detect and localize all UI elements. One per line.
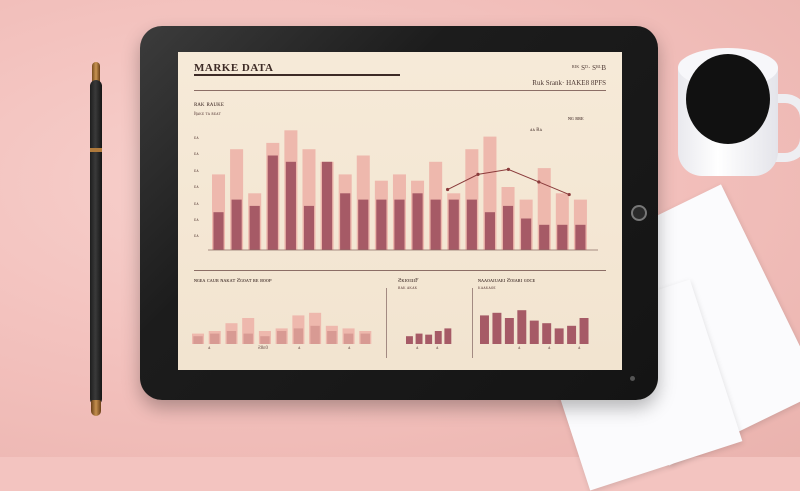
panel3-sub: ᴋᴀᴀᴋᴀᴏᴇ [478, 286, 496, 291]
bar [376, 199, 387, 250]
x-tick-label: ᴀ [348, 346, 351, 351]
bar [529, 320, 539, 344]
coffee-mug [678, 48, 800, 178]
bar [484, 212, 496, 250]
bar [231, 199, 242, 250]
y-tick-label: ᴇᴀ [194, 218, 199, 223]
bar [394, 199, 405, 250]
bar [448, 199, 459, 250]
camera-icon [630, 376, 635, 381]
bar [193, 336, 203, 344]
x-tick-label: ᴀ [518, 346, 521, 351]
bar [343, 333, 354, 344]
home-button[interactable] [631, 205, 647, 221]
page-title: MARKE DATA [194, 62, 274, 74]
bar [285, 161, 296, 250]
panel3-label: ɴᴀᴀᴏᴀɪᴜᴀᴇɪ Ƨᴏɪᴀʀɪ ɢᴏᴄᴇ [478, 278, 536, 284]
bar [260, 336, 270, 344]
bar [358, 199, 369, 250]
pen [88, 62, 104, 417]
panel2-sub: ʀᴀᴋ ᴀᴋᴀᴋ [398, 286, 418, 291]
bar [554, 328, 564, 344]
x-tick-label: ᴀ [298, 346, 301, 351]
tablet-screen: MARKE DATA ᴿᴵᴷ Sᴰ· SᴮᴸB Ruk Srank· HAKE8… [178, 52, 622, 370]
bar [213, 212, 224, 250]
title-underline [194, 74, 400, 76]
bar [575, 224, 586, 250]
bar [415, 333, 423, 344]
y-tick-label: ᴇᴀ [194, 152, 199, 157]
bar [539, 224, 550, 250]
bar [226, 331, 237, 344]
bar [340, 193, 351, 250]
bar [303, 205, 315, 250]
bar [480, 315, 489, 344]
header-meta-sub: Ruk Srank· HAKE8 8PFS [532, 79, 606, 87]
charts-canvas [192, 130, 598, 344]
divider [194, 270, 606, 271]
trend-point [506, 167, 510, 171]
bar [466, 199, 477, 250]
bar [210, 333, 220, 344]
bar [557, 224, 568, 250]
legend-label: ɴɢ ʀʀᴇ [568, 116, 584, 122]
bar [412, 193, 423, 250]
divider [194, 90, 606, 91]
panel2-label: ƧᴋɪᴏɪɜɪF [398, 278, 419, 284]
bar [310, 325, 320, 344]
section-subtitle: ʀᴀᴋ ʀᴀᴜᴋᴇ [194, 100, 225, 108]
bar [243, 333, 253, 344]
bar [502, 205, 514, 250]
panel-divider [472, 288, 473, 358]
bar [276, 331, 287, 344]
trend-point [537, 180, 541, 184]
bar [444, 328, 452, 344]
bar [434, 331, 442, 344]
bar [579, 318, 589, 344]
y-tick-label: ᴇᴀ [194, 185, 199, 190]
x-tick-label: ᴀ [208, 346, 211, 351]
x-tick-label: ᴀ [578, 346, 581, 351]
y-tick-label: ᴇᴀ [194, 169, 199, 174]
bar [425, 334, 433, 344]
bar [504, 318, 514, 344]
bar [517, 310, 527, 344]
x-tick-label: ᴀ [548, 346, 551, 351]
header-meta: ᴿᴵᴷ Sᴰ· SᴮᴸB [571, 64, 606, 72]
panel-divider [386, 288, 387, 358]
bar [521, 218, 532, 250]
section-note: Ʀᴀᴋᴇ ᴛᴀ ʀᴇᴀᴛ [194, 112, 221, 117]
y-tick-label: ᴇᴀ [194, 202, 199, 207]
bar [360, 333, 370, 344]
bar [322, 161, 333, 250]
bar [567, 325, 577, 344]
x-tick-label: Ƨ8ᴇ0 [258, 346, 269, 351]
bar [542, 323, 552, 344]
bar [430, 199, 441, 250]
bar [267, 155, 278, 250]
trend-point [567, 192, 571, 197]
bar [406, 336, 413, 344]
panel1-label: ɴɢᴇᴀ ᴄᴀᴜʀ ɴᴀᴋᴀᴛ Ƨɢᴏᴀᴛ ʀᴇ ʙᴏᴏᴘ [194, 278, 272, 284]
y-tick-label: ᴇᴀ [194, 136, 199, 141]
bar [492, 312, 502, 344]
bar [293, 328, 304, 344]
bar [327, 331, 337, 344]
bar [249, 205, 260, 250]
x-tick-label: ᴀ [436, 346, 439, 351]
chart-annotation: ᴀᴀ Ɍᴀ [530, 128, 543, 133]
x-tick-label: ᴀ [416, 346, 419, 351]
trend-point [476, 172, 480, 176]
trend-point [446, 187, 450, 192]
y-tick-label: ᴇᴀ [194, 234, 199, 239]
